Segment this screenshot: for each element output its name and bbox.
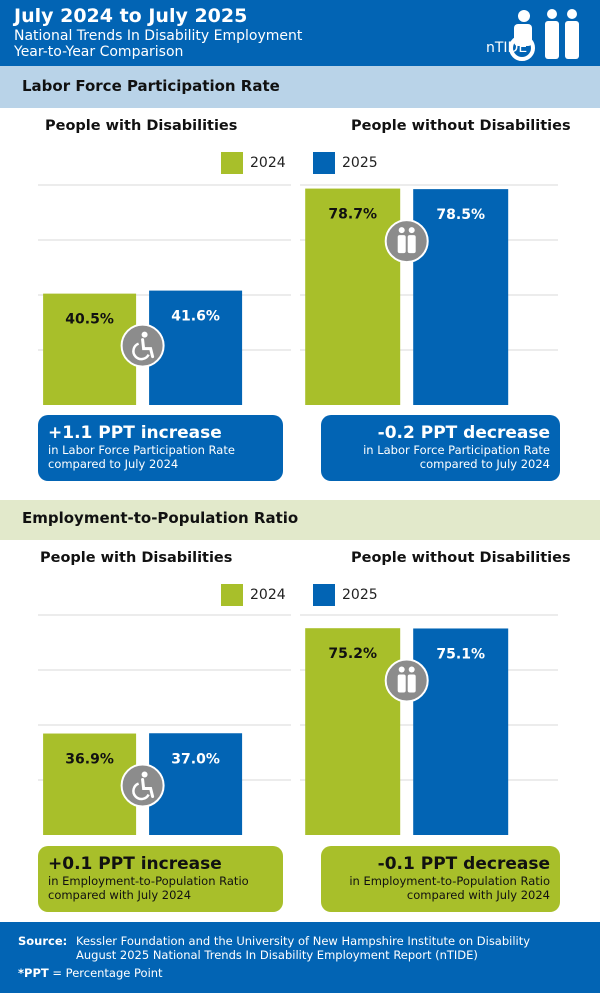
change-box-epop-without: -0.1 PPT decrease in Employment-to-Popul… <box>321 846 560 912</box>
source-line-1: Kessler Foundation and the University of… <box>76 934 531 948</box>
people-icon <box>384 219 429 264</box>
bar-value-label: 41.6% <box>171 309 220 325</box>
bar-value-label: 78.7% <box>328 207 377 223</box>
change-headline: +1.1 PPT increase <box>48 423 222 443</box>
legend-label-2024: 2024 <box>250 155 286 171</box>
change-detail: in Employment-to-Population Ratio <box>349 874 550 888</box>
legend-label-2024: 2024 <box>250 587 286 603</box>
change-headline: -0.2 PPT decrease <box>377 423 550 443</box>
section-band-labor-force: Labor Force Participation Rate <box>0 66 600 108</box>
chart-lfpr-without-disabilities: 78.7% 78.5% <box>300 184 558 405</box>
page-subtitle: National Trends In Disability Employment <box>14 28 303 44</box>
bar-2025 <box>149 733 243 835</box>
change-box-epop-with: +0.1 PPT increase in Employment-to-Popul… <box>38 846 283 912</box>
legend-label-2025: 2025 <box>342 587 378 603</box>
section-title: Employment-to-Population Ratio <box>22 509 299 527</box>
change-detail-2: compared to July 2024 <box>419 457 550 471</box>
bar-2024 <box>305 628 401 835</box>
legend-swatch-2024 <box>221 152 243 174</box>
footer: Source: Kessler Foundation and the Unive… <box>0 922 600 993</box>
bar-2024 <box>43 733 137 835</box>
bar-2025 <box>413 189 509 405</box>
ppt-definition: = Percentage Point <box>48 966 163 980</box>
people-icon <box>384 658 429 703</box>
bar-value-label: 37.0% <box>171 751 220 767</box>
page-title: July 2024 to July 2025 <box>14 5 248 27</box>
change-detail: in Labor Force Participation Rate <box>48 443 235 457</box>
bar-2024 <box>305 188 401 405</box>
bar-value-label: 75.2% <box>328 646 377 662</box>
chart-epop-with-disabilities: 36.9% 37.0% <box>38 614 291 835</box>
bar-2024 <box>43 293 137 405</box>
change-detail-2: compared to July 2024 <box>48 457 179 471</box>
group-title-without-disabilities: People without Disabilities <box>351 118 571 134</box>
change-headline: -0.1 PPT decrease <box>377 854 550 874</box>
change-detail: in Employment-to-Population Ratio <box>48 874 249 888</box>
section-title: Labor Force Participation Rate <box>22 77 280 95</box>
wheelchair-icon <box>120 323 165 368</box>
source-line-2: August 2025 National Trends In Disabilit… <box>76 948 478 962</box>
change-box-lfpr-with: +1.1 PPT increase in Labor Force Partici… <box>38 415 283 481</box>
section-band-employment-ratio: Employment-to-Population Ratio <box>0 500 600 540</box>
group-title-with-disabilities: People with Disabilities <box>45 118 238 134</box>
source-label: Source: <box>18 934 68 948</box>
wheelchair-icon <box>120 763 165 808</box>
bar-2025 <box>149 290 243 405</box>
change-headline: +0.1 PPT increase <box>48 854 222 874</box>
bar-value-label: 40.5% <box>65 312 114 328</box>
legend-label-2025: 2025 <box>342 155 378 171</box>
group-title-without-disabilities: People without Disabilities <box>351 550 571 566</box>
page-subtitle-2: Year-to-Year Comparison <box>14 44 184 60</box>
legend-swatch-2025 <box>313 584 335 606</box>
change-detail-2: compared with July 2024 <box>406 888 550 902</box>
legend-swatch-2024 <box>221 584 243 606</box>
header: July 2024 to July 2025 National Trends I… <box>0 0 600 66</box>
chart-lfpr-with-disabilities: 40.5% 41.6% <box>38 184 291 405</box>
group-title-with-disabilities: People with Disabilities <box>40 550 233 566</box>
change-detail: in Labor Force Participation Rate <box>363 443 550 457</box>
change-detail-2: compared with July 2024 <box>48 888 192 902</box>
ntide-logo: nTIDE <box>486 9 579 61</box>
change-box-lfpr-without: -0.2 PPT decrease in Labor Force Partici… <box>321 415 560 481</box>
chart-epop-without-disabilities: 75.2% 75.1% <box>300 614 558 835</box>
logo-text: nTIDE <box>486 40 527 56</box>
bar-2025 <box>413 628 509 835</box>
legend-swatch-2025 <box>313 152 335 174</box>
ppt-label: *PPT <box>18 966 49 980</box>
bar-value-label: 36.9% <box>65 752 114 768</box>
bar-value-label: 75.1% <box>436 646 485 662</box>
bar-value-label: 78.5% <box>436 207 485 223</box>
